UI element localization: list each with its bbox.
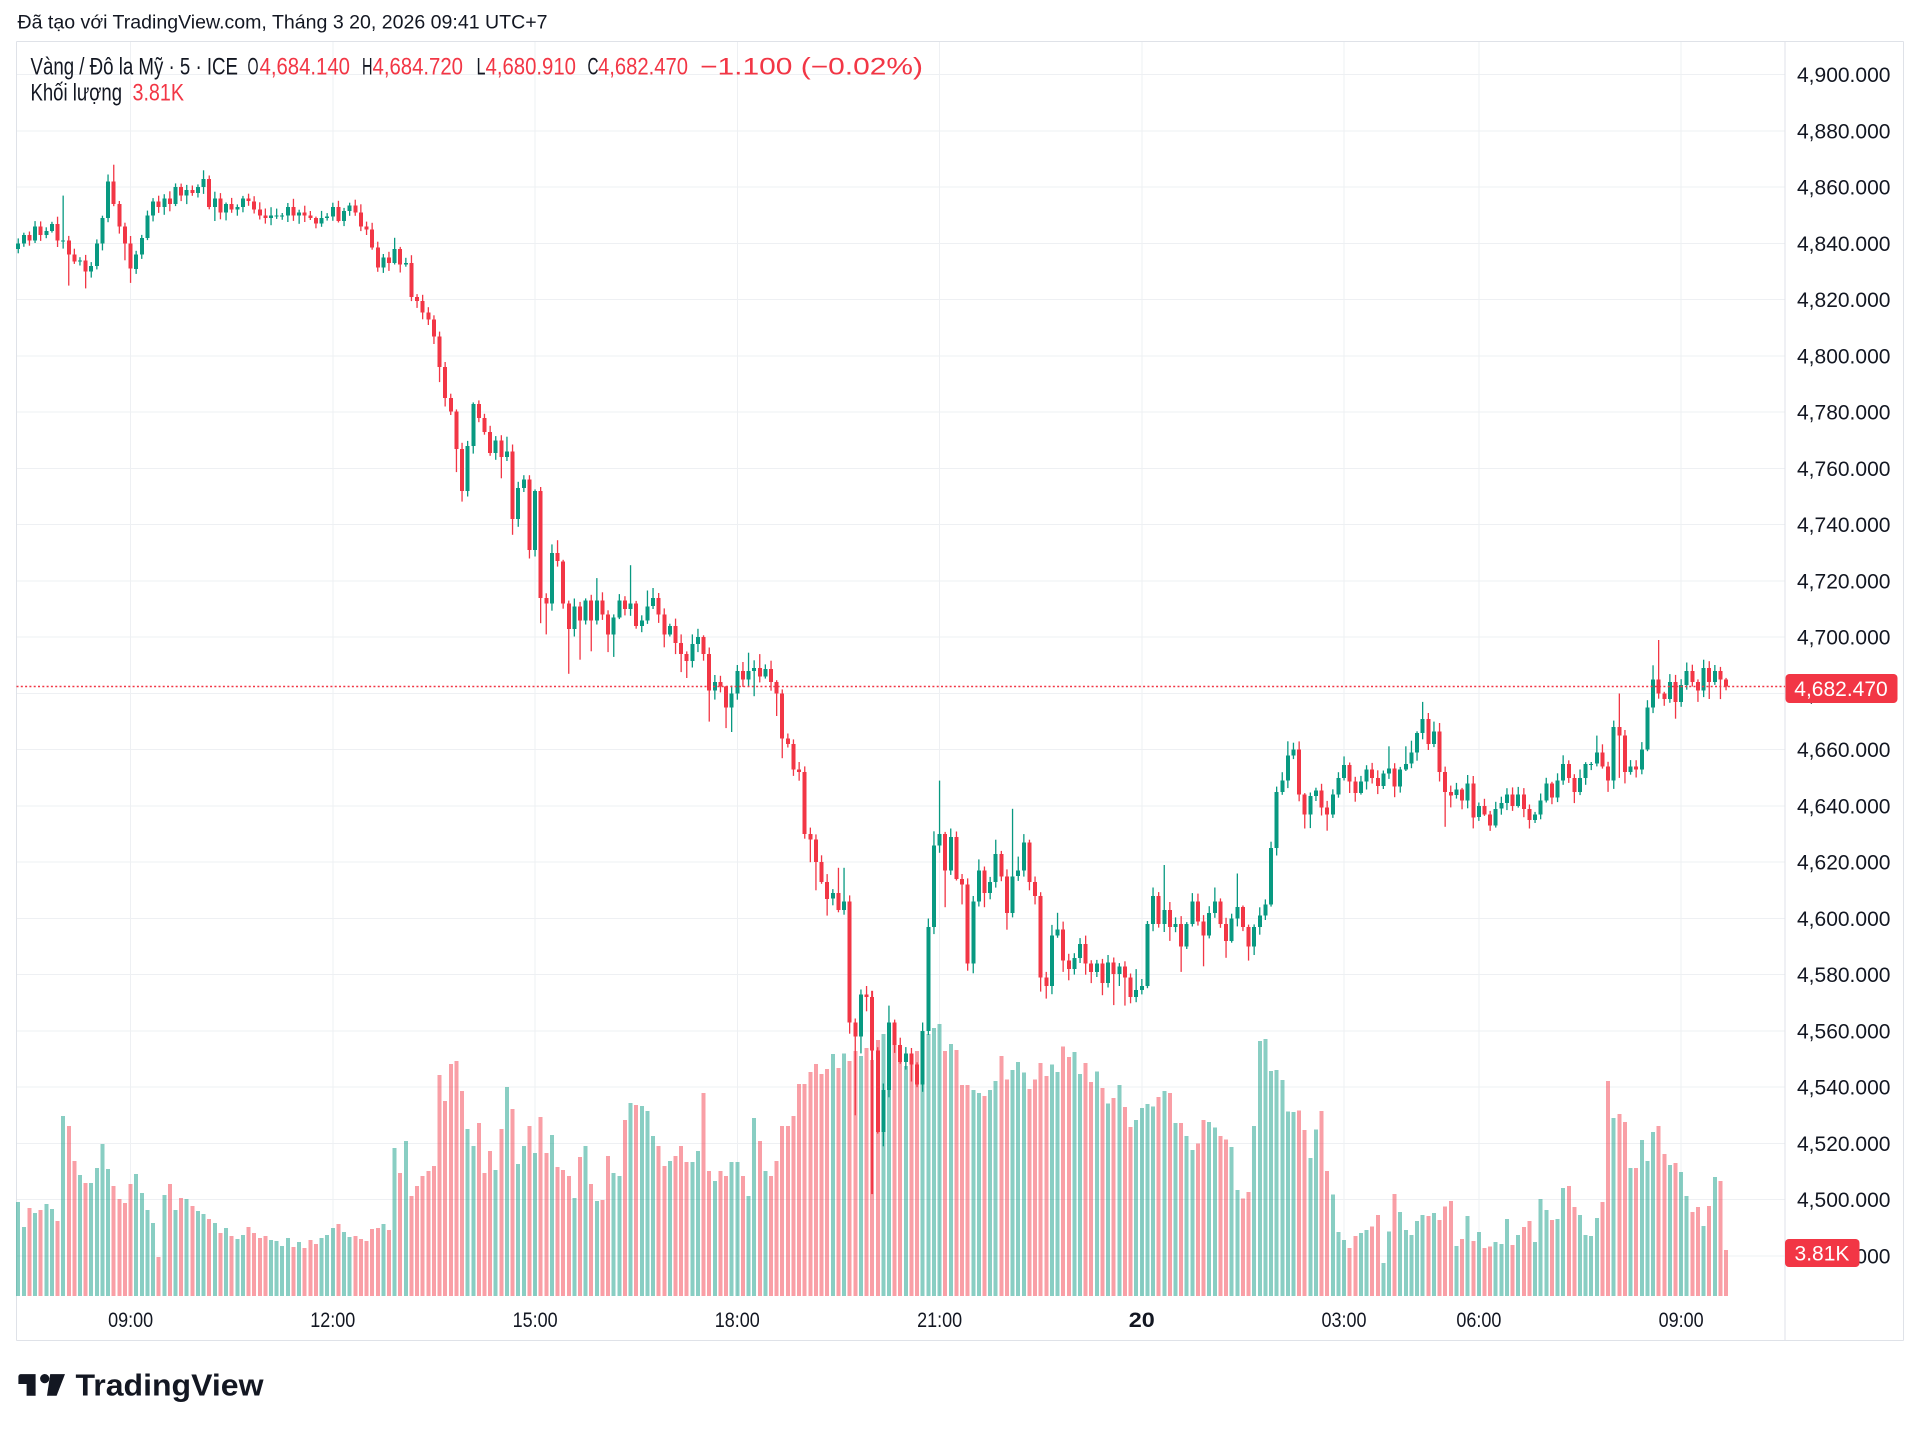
svg-text:4,540.000: 4,540.000 bbox=[1797, 1077, 1890, 1100]
svg-text:4,600.000: 4,600.000 bbox=[1797, 908, 1890, 931]
svg-text:4,700.000: 4,700.000 bbox=[1797, 627, 1890, 650]
svg-text:4,780.000: 4,780.000 bbox=[1797, 402, 1890, 425]
svg-text:4,840.000: 4,840.000 bbox=[1797, 233, 1890, 256]
svg-text:4,880.000: 4,880.000 bbox=[1797, 120, 1890, 143]
svg-text:4,682.470: 4,682.470 bbox=[1794, 678, 1887, 701]
svg-text:3.81K: 3.81K bbox=[133, 80, 185, 107]
svg-text:4,760.000: 4,760.000 bbox=[1797, 458, 1890, 481]
svg-text:4,660.000: 4,660.000 bbox=[1797, 739, 1890, 762]
svg-text:4,520.000: 4,520.000 bbox=[1797, 1133, 1890, 1156]
svg-text:4,740.000: 4,740.000 bbox=[1797, 514, 1890, 537]
svg-text:Vàng / Đô la Mỹ · 5 · ICE: Vàng / Đô la Mỹ · 5 · ICE bbox=[31, 53, 239, 80]
svg-text:C: C bbox=[588, 53, 599, 80]
svg-text:03:00: 03:00 bbox=[1322, 1309, 1367, 1332]
svg-text:4,640.000: 4,640.000 bbox=[1797, 796, 1890, 819]
svg-text:Khối lượng: Khối lượng bbox=[31, 80, 123, 107]
svg-text:4,800.000: 4,800.000 bbox=[1797, 345, 1890, 368]
svg-text:4,720.000: 4,720.000 bbox=[1797, 571, 1890, 594]
svg-text:4,684.720: 4,684.720 bbox=[373, 53, 464, 80]
svg-text:09:00: 09:00 bbox=[1659, 1309, 1704, 1332]
svg-text:12:00: 12:00 bbox=[310, 1309, 355, 1332]
svg-text:3.81K: 3.81K bbox=[1795, 1243, 1850, 1266]
svg-text:O: O bbox=[248, 53, 259, 80]
svg-text:06:00: 06:00 bbox=[1456, 1309, 1501, 1332]
svg-text:TradingView: TradingView bbox=[76, 1369, 264, 1403]
svg-text:4,580.000: 4,580.000 bbox=[1797, 964, 1890, 987]
svg-text:4,860.000: 4,860.000 bbox=[1797, 177, 1890, 200]
svg-text:Đã tạo với TradingView.com, Th: Đã tạo với TradingView.com, Tháng 3 20, … bbox=[18, 13, 548, 34]
svg-text:18:00: 18:00 bbox=[715, 1309, 760, 1332]
svg-text:4,682.470: 4,682.470 bbox=[598, 53, 688, 80]
svg-text:4,684.140: 4,684.140 bbox=[260, 53, 351, 80]
svg-text:21:00: 21:00 bbox=[917, 1309, 962, 1332]
svg-text:4,900.000: 4,900.000 bbox=[1797, 64, 1890, 87]
svg-text:4,500.000: 4,500.000 bbox=[1797, 1189, 1890, 1212]
svg-text:15:00: 15:00 bbox=[513, 1309, 558, 1332]
svg-text:4,820.000: 4,820.000 bbox=[1797, 289, 1890, 312]
svg-text:20: 20 bbox=[1129, 1309, 1155, 1332]
svg-text:4,620.000: 4,620.000 bbox=[1797, 852, 1890, 875]
svg-text:−1.100 (−0.02%): −1.100 (−0.02%) bbox=[700, 53, 923, 80]
svg-text:4,560.000: 4,560.000 bbox=[1797, 1021, 1890, 1044]
svg-text:4,680.910: 4,680.910 bbox=[486, 53, 577, 80]
svg-text:L: L bbox=[477, 53, 486, 80]
svg-text:09:00: 09:00 bbox=[108, 1309, 153, 1332]
svg-text:H: H bbox=[362, 53, 373, 80]
